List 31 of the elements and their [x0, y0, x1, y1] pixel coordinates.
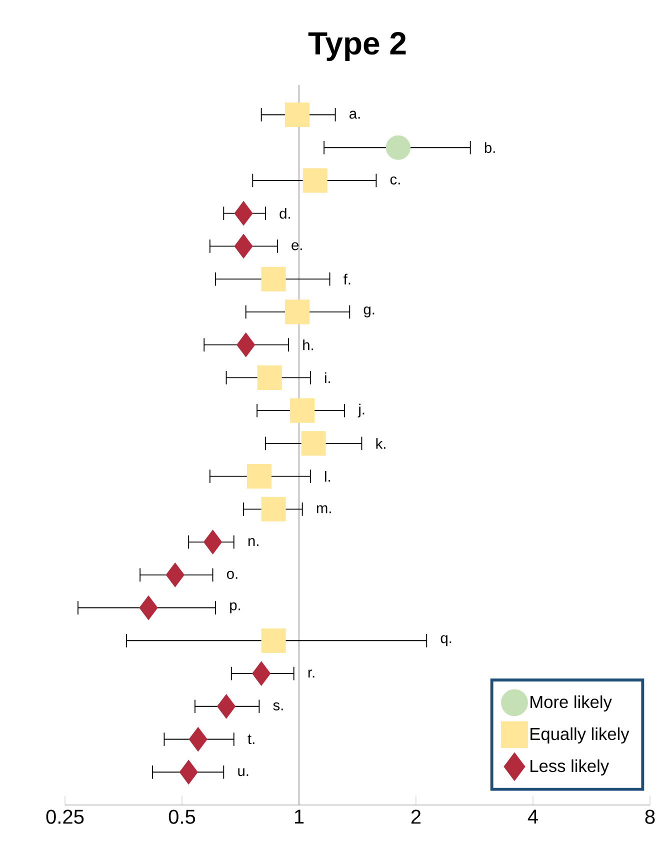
y-tick-label: q. — [440, 635, 452, 646]
y-tick-label: c. — [390, 176, 400, 184]
y-tick-label: l. — [324, 470, 330, 482]
y-tick-label: h. — [303, 340, 314, 350]
y-tick-label: k. — [376, 438, 386, 449]
y-tick-label: i. — [324, 372, 330, 384]
x-tick-label: 2 — [411, 810, 421, 824]
x-tick-label: 0.5 — [168, 810, 196, 824]
y-tick-label: g. — [364, 306, 374, 318]
y-tick-label: a. — [350, 110, 360, 119]
y-tick-label: f. — [344, 274, 350, 284]
y-tick-label: e. — [292, 242, 302, 250]
chart-title: Type 2 — [308, 32, 406, 62]
x-tick-label: 0.25 — [46, 810, 84, 824]
x-tick-label: 4 — [528, 810, 538, 824]
legend-label: More likely — [530, 695, 612, 712]
y-tick-label: r. — [308, 670, 314, 678]
y-tick-label: m. — [316, 505, 331, 514]
y-tick-label: p. — [230, 602, 240, 614]
x-tick-label: 8 — [645, 810, 655, 824]
y-tick-label: s. — [273, 702, 283, 710]
y-tick-label: t. — [248, 734, 254, 744]
y-tick-label: u. — [238, 768, 248, 776]
y-tick-label: n. — [248, 538, 258, 546]
y-tick-label: j. — [358, 404, 364, 418]
y-tick-label: d. — [280, 208, 290, 219]
x-tick-label: 1 — [294, 810, 304, 824]
y-tick-label: o. — [226, 570, 238, 579]
legend-label: Equally likely — [530, 727, 630, 744]
legend-label: Less likely — [530, 759, 610, 776]
y-tick-label: b. — [484, 142, 495, 153]
